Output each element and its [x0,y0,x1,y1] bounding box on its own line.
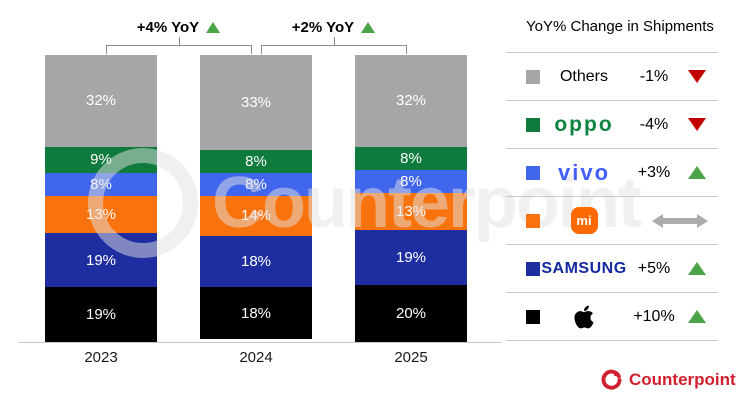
bar-segment-samsung-2024: 18% [200,235,312,288]
samsung-color-swatch [526,261,540,276]
trend-down-icon [680,118,714,131]
segment-value-label: 8% [400,172,422,190]
oppo-yoy-value: -4% [639,115,669,133]
segment-value-label: 14% [240,207,272,225]
bar-segment-apple-2024: 18% [200,287,312,340]
trend-up-icon [688,166,706,179]
counterpoint-logo: Counterpoint [601,369,736,390]
x-axis-label-2023: 2023 [84,349,118,366]
bar-segment-samsung-2023: 19% [45,232,157,288]
bar-segment-vivo-2023: 8% [45,172,157,196]
yoy-bracket-tick [406,45,407,54]
legend-row-apple: +10% [506,293,718,341]
apple-yoy-value: +10% [633,307,675,325]
bar-segment-oppo-2023: 9% [45,146,157,173]
legend-row-others: Others -1% [506,53,718,101]
legend-row-samsung: SAMSUNG +5% [506,245,718,293]
segment-value-label: 13% [85,205,117,223]
yoy-annotation-2024-2025: +2% YoY [254,19,414,36]
xiaomi-mi-logo: mi [570,207,598,234]
trend-up-icon [361,22,376,33]
bar-segment-vivo-2024: 8% [200,172,312,196]
segment-value-label: 9% [90,151,112,169]
segment-value-label: 19% [395,248,427,266]
legend-row-vivo: vivo +3% [506,149,718,197]
bar-segment-apple-2025: 20% [355,284,467,342]
bar-segment-vivo-2025: 8% [355,169,467,193]
vivo-logo: vivo [557,159,611,185]
trend-up-icon [206,22,221,33]
others-yoy-value: -1% [639,67,669,85]
samsung-logo: SAMSUNG [541,259,627,277]
trend-up-icon [688,310,706,323]
samsung-yoy-value: +5% [637,259,671,277]
segment-value-label: 8% [90,175,112,193]
bar-segment-samsung-2025: 19% [355,230,467,285]
yoy-bracket-tick [178,37,180,45]
segment-value-label: 13% [395,202,427,220]
segment-value-label: 19% [85,251,117,269]
oppo-logo: oppo [554,112,614,136]
xiaomi-color-swatch [526,213,540,228]
trend-down-icon [680,70,714,83]
bar-segment-others-2024: 33% [200,55,312,150]
bar-segment-others-2025: 32% [355,55,467,147]
oppo-color-swatch [526,117,540,132]
bar-segment-oppo-2024: 8% [200,149,312,173]
vivo-yoy-value: +3% [637,163,671,181]
counterpoint-icon [601,369,622,390]
segment-value-label: 20% [395,304,427,322]
segment-value-label: 32% [395,92,427,110]
segment-value-label: 18% [240,253,272,271]
bar-segment-oppo-2025: 8% [355,146,467,170]
bar-segment-others-2023: 32% [45,55,157,147]
segment-value-label: 8% [245,152,267,170]
bar-segment-xiaomi-2023: 13% [45,195,157,233]
yoy-annotation-text: +2% YoY [291,19,355,36]
yoy-bracket-tick [261,45,262,54]
bar-segment-xiaomi-2025: 13% [355,192,467,231]
counterpoint-logo-text: Counterpoint [629,369,736,389]
x-axis-label-2025: 2025 [394,349,428,366]
segment-value-label: 18% [240,304,272,322]
segment-value-label: 33% [240,93,272,111]
segment-value-label: 8% [245,175,267,193]
trend-down-icon [688,70,706,83]
yoy-bracket-line [106,45,251,46]
segment-value-label: 19% [85,306,117,324]
trend-up-icon [680,262,714,275]
apple-logo-icon [574,305,594,328]
flat-double-arrow-icon [652,213,708,228]
yoy-bracket-line [261,45,406,46]
bar-segment-xiaomi-2024: 14% [200,195,312,236]
others-label: Others [559,67,608,85]
apple-color-swatch [526,309,540,324]
yoy-annotation-text: +4% YoY [136,19,200,36]
yoy-bracket-tick [333,37,335,45]
others-color-swatch [526,69,540,84]
legend-row-oppo: oppo -4% [506,101,718,149]
trend-down-icon [688,118,706,131]
trend-up-icon [680,310,714,323]
legend-title: YoY% Change in Shipments [506,0,718,53]
trend-up-icon [680,166,714,179]
legend-panel: YoY% Change in Shipments Others -1% oppo… [506,0,718,341]
x-axis-line [18,342,502,343]
segment-value-label: 8% [400,149,422,167]
bar-segment-apple-2023: 19% [45,287,157,342]
yoy-annotation-2023-2024: +4% YoY [99,19,259,36]
x-axis-label-2024: 2024 [239,349,273,366]
trend-up-icon [688,262,706,275]
segment-value-label: 32% [85,92,117,110]
legend-row-xiaomi: mi [506,197,718,245]
yoy-bracket-tick [106,45,107,54]
yoy-bracket-tick [251,45,252,54]
vivo-color-swatch [526,165,540,180]
